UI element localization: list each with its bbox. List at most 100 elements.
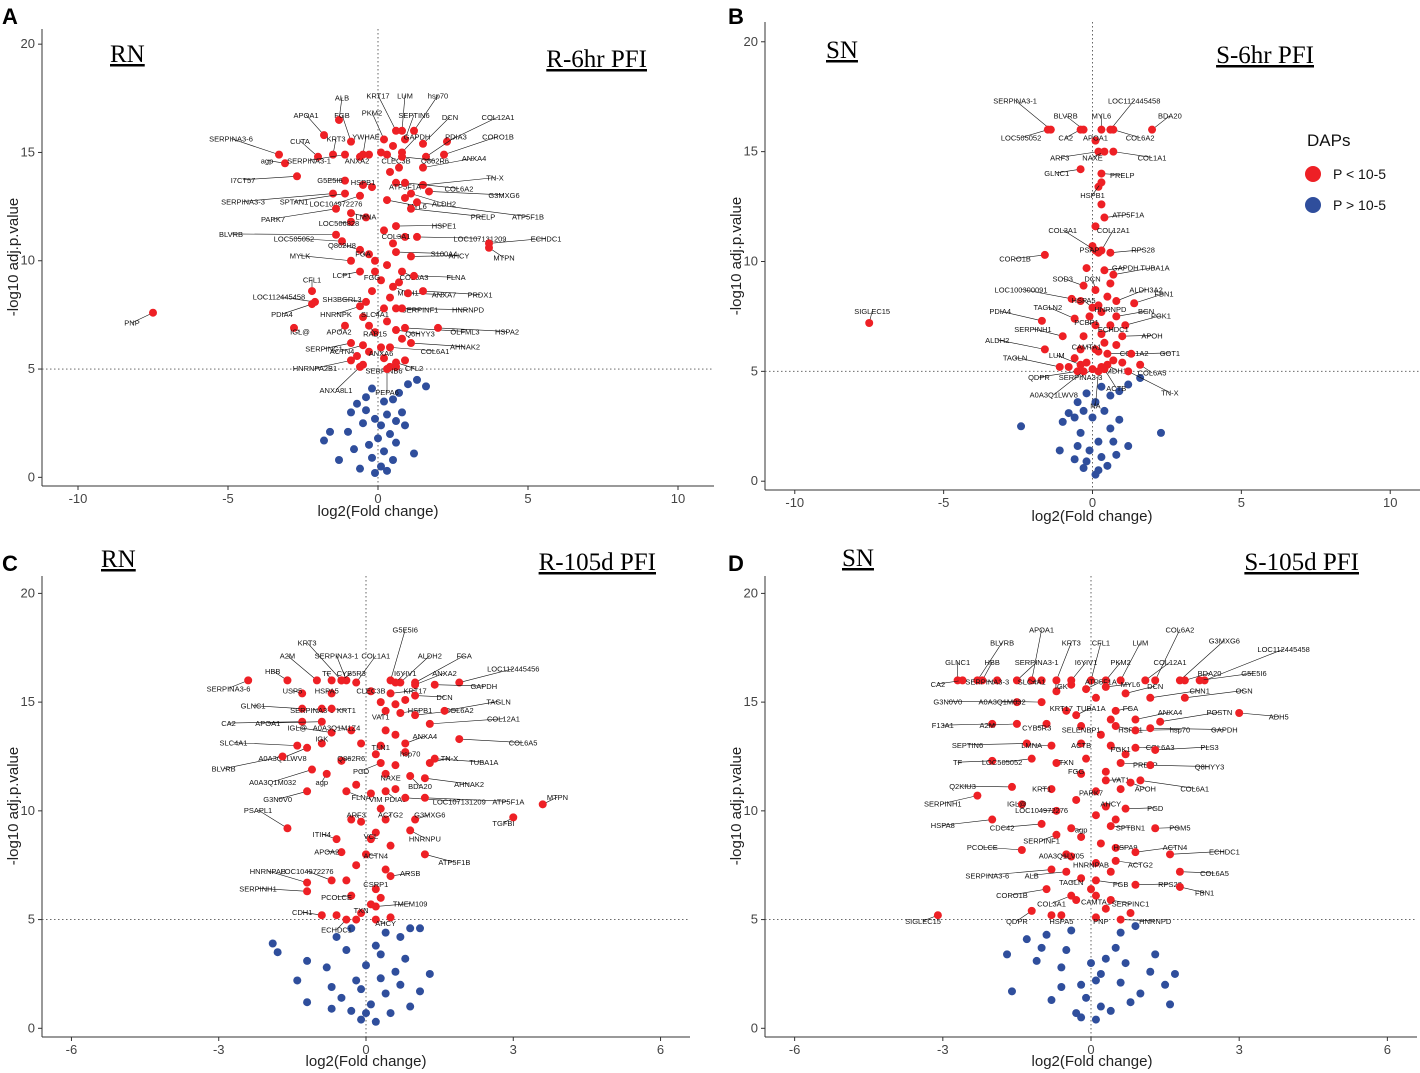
significant-point bbox=[391, 678, 400, 687]
protein-label: COL6A5 bbox=[509, 739, 538, 748]
significant-point bbox=[1070, 354, 1079, 363]
protein-label: HSPA5 bbox=[1072, 296, 1096, 305]
protein-label: BDA20 bbox=[1198, 669, 1222, 678]
significant-point bbox=[391, 761, 400, 770]
label-connector bbox=[1104, 214, 1129, 218]
x-tick-label: 10 bbox=[1383, 495, 1397, 510]
nonsignificant-point bbox=[1156, 428, 1165, 437]
control-group-label: SN bbox=[826, 37, 858, 64]
nonsignificant-point bbox=[1073, 398, 1082, 407]
label-connector bbox=[1199, 672, 1255, 681]
significant-point bbox=[303, 887, 312, 896]
protein-label: TXN bbox=[354, 906, 369, 915]
significant-point bbox=[381, 787, 390, 796]
significant-point bbox=[329, 189, 337, 198]
protein-label: BLVRB bbox=[1054, 112, 1078, 121]
significant-point bbox=[1136, 776, 1145, 785]
significant-point bbox=[1088, 303, 1097, 312]
x-axis-title: log2(Fold change) bbox=[1032, 1053, 1153, 1070]
protein-label: COL12A1 bbox=[1097, 226, 1130, 235]
protein-label: BDA20 bbox=[1158, 112, 1182, 121]
significant-point bbox=[1175, 882, 1184, 891]
protein-label: SELENBP1 bbox=[1062, 726, 1101, 735]
protein-label: ACTB bbox=[1071, 741, 1091, 750]
significant-point bbox=[327, 689, 336, 698]
significant-point bbox=[392, 222, 400, 231]
nonsignificant-point bbox=[380, 397, 388, 406]
significant-point bbox=[1116, 915, 1125, 924]
y-tick-label: 0 bbox=[751, 473, 758, 488]
label-connector bbox=[1134, 293, 1165, 304]
significant-point bbox=[380, 135, 388, 144]
label-connector bbox=[1135, 711, 1171, 720]
protein-label: SERPINA3-6 bbox=[965, 871, 1009, 880]
significant-point bbox=[357, 817, 366, 826]
nonsignificant-point bbox=[1106, 391, 1115, 400]
significant-point bbox=[407, 252, 415, 261]
label-connector bbox=[1140, 780, 1195, 789]
significant-point bbox=[356, 267, 364, 276]
protein-label: BDA20 bbox=[408, 782, 432, 791]
protein-label: HNRNPD bbox=[1139, 917, 1172, 926]
significant-point bbox=[1100, 213, 1109, 222]
protein-label: ATP5F1A bbox=[1112, 211, 1144, 220]
significant-point bbox=[1111, 856, 1120, 865]
significant-point bbox=[401, 178, 409, 187]
protein-label: SERPINA3-3 bbox=[221, 197, 265, 206]
protein-label: I7CT57 bbox=[231, 176, 256, 185]
label-connector bbox=[410, 208, 484, 217]
nonsignificant-point bbox=[365, 440, 373, 449]
protein-label: ACTN4 bbox=[364, 852, 389, 861]
significant-point bbox=[1106, 248, 1115, 257]
protein-label: ANXA4 bbox=[462, 154, 487, 163]
nonsignificant-point bbox=[1082, 457, 1091, 466]
nonsignificant-point bbox=[1070, 455, 1079, 464]
significant-point bbox=[422, 152, 430, 161]
significant-point bbox=[275, 150, 283, 159]
protein-label: CUTA bbox=[290, 137, 310, 146]
nonsignificant-point bbox=[1106, 1006, 1115, 1015]
significant-point bbox=[1027, 906, 1036, 915]
protein-label: PKM2 bbox=[362, 109, 382, 118]
label-connector bbox=[341, 114, 352, 142]
significant-point bbox=[865, 319, 874, 328]
treatment-group-label: R-105d PFI bbox=[539, 549, 656, 576]
nonsignificant-point bbox=[356, 464, 364, 473]
nonsignificant-point bbox=[362, 393, 370, 402]
x-tick-label: 6 bbox=[1384, 1042, 1391, 1057]
protein-label: ATP5F1A bbox=[1085, 678, 1117, 687]
significant-point bbox=[988, 815, 997, 824]
protein-label: Q6HYY3 bbox=[405, 330, 435, 339]
significant-point bbox=[395, 163, 403, 172]
x-tick-label: 6 bbox=[657, 1042, 664, 1057]
significant-point bbox=[1175, 867, 1184, 876]
label-connector bbox=[1120, 919, 1156, 922]
significant-point bbox=[312, 676, 321, 685]
label-connector bbox=[407, 292, 445, 295]
significant-point bbox=[1073, 367, 1082, 376]
nonsignificant-point bbox=[396, 980, 405, 989]
protein-label: COL6A2 bbox=[445, 706, 474, 715]
protein-label: ARSB bbox=[400, 869, 420, 878]
nonsignificant-point bbox=[413, 375, 421, 384]
y-axis-title: -log10 adj.p.value bbox=[728, 747, 745, 865]
significant-point bbox=[440, 706, 449, 715]
protein-label: COL6A1 bbox=[1180, 784, 1209, 793]
label-connector bbox=[1002, 758, 1032, 763]
label-connector bbox=[1056, 168, 1081, 174]
nonsignificant-point bbox=[362, 406, 370, 415]
label-connector bbox=[1179, 640, 1225, 681]
label-connector bbox=[389, 347, 436, 352]
significant-point bbox=[1076, 345, 1085, 354]
significant-point bbox=[1101, 776, 1110, 785]
protein-label: SLC4A1 bbox=[219, 739, 247, 748]
label-connector bbox=[1128, 371, 1171, 393]
label-connector bbox=[410, 342, 466, 347]
protein-label: PGK1 bbox=[1151, 312, 1171, 321]
protein-label: SEPTIN6 bbox=[398, 111, 429, 120]
protein-label: PEPA6 bbox=[375, 388, 399, 397]
nonsignificant-point bbox=[1101, 954, 1110, 963]
significant-point bbox=[347, 815, 356, 824]
label-connector bbox=[242, 193, 334, 202]
significant-point bbox=[308, 300, 316, 309]
